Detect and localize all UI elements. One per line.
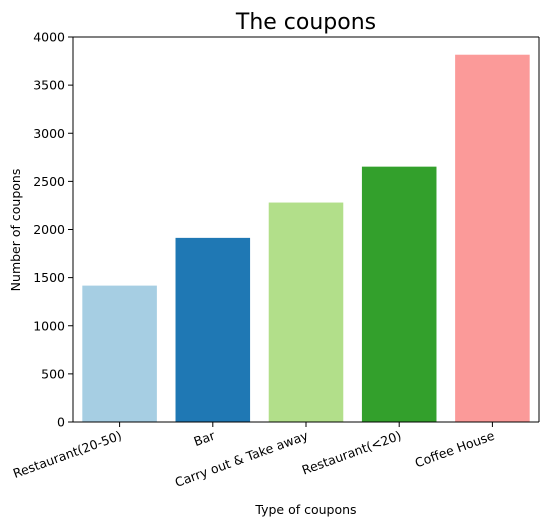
x-tick-label: Restaurant(<20) bbox=[300, 428, 403, 478]
x-tick-label: Coffee House bbox=[413, 428, 497, 471]
y-tick-label: 3500 bbox=[33, 78, 65, 93]
x-axis-label: Type of coupons bbox=[254, 502, 356, 517]
x-tick-label: Restaurant(20-50) bbox=[11, 428, 124, 481]
chart-title: The coupons bbox=[235, 10, 376, 35]
bar bbox=[455, 54, 530, 423]
bar bbox=[268, 202, 344, 422]
y-tick-label: 2500 bbox=[33, 174, 65, 189]
y-tick-label: 1000 bbox=[33, 318, 65, 333]
y-tick-label: 4000 bbox=[33, 30, 65, 45]
plot-area: 0 500 1000 1500 2000 2500 3000 3500 4000 Restaura… bbox=[11, 30, 540, 490]
y-axis-label: Number of coupons bbox=[8, 169, 23, 292]
y-tick-label: 1500 bbox=[33, 270, 65, 285]
y-tick-label: 0 bbox=[57, 415, 65, 430]
x-tick-label: Bar bbox=[192, 427, 218, 449]
y-tick-label: 3000 bbox=[33, 126, 65, 141]
bar bbox=[82, 285, 157, 422]
y-tick-label: 2000 bbox=[33, 222, 65, 237]
y-tick-label: 500 bbox=[41, 366, 65, 381]
bar bbox=[175, 237, 251, 422]
bar bbox=[361, 166, 437, 422]
